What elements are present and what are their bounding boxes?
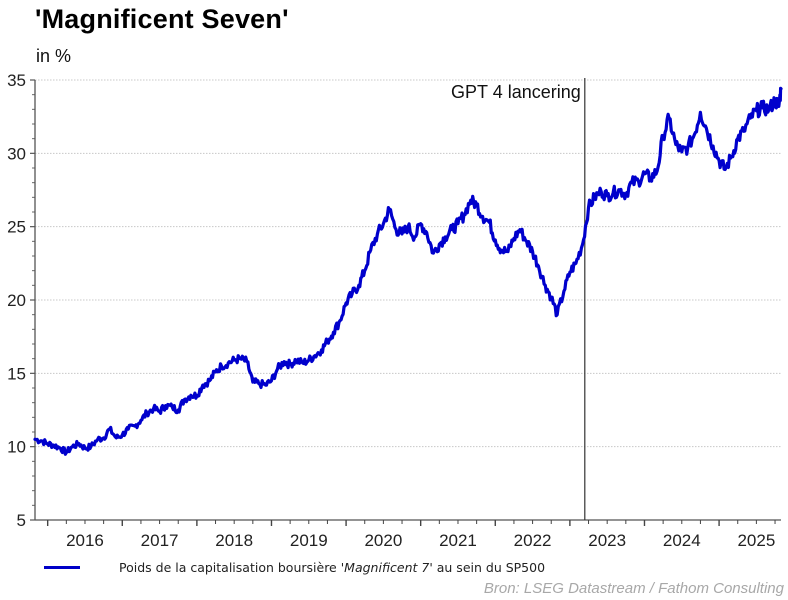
y-tick-label: 30	[7, 144, 26, 163]
x-tick-label: 2023	[588, 531, 626, 550]
legend-label: Poids de la capitalisation boursière 'Ma…	[119, 560, 545, 575]
series-layer	[33, 86, 783, 456]
y-axis: 5 10 15 20 25 30 35	[7, 71, 36, 530]
y-tick-label: 35	[7, 71, 26, 90]
event-marker: GPT 4 lancering	[451, 78, 586, 520]
legend-label-suffix: au sein du SP500	[432, 560, 546, 575]
x-axis: 2016 2017 2018 2019 2020 2021 2022 2023 2024 2025	[35, 519, 781, 550]
source-credit: Bron: LSEG Datastream / Fathom Consultin…	[483, 580, 784, 597]
x-tick-label: 2018	[215, 531, 253, 550]
x-tick-label: 2019	[290, 531, 328, 550]
x-tick-label: 2016	[66, 531, 104, 550]
x-tick-label: 2017	[141, 531, 179, 550]
y-tick-label: 10	[7, 438, 26, 457]
y-tick-label: 25	[7, 218, 26, 237]
x-tick-label: 2022	[514, 531, 552, 550]
series-line-magnificent-7	[33, 86, 783, 456]
x-tick-label: 2024	[663, 531, 701, 550]
legend-swatch	[44, 566, 80, 569]
grid-lines	[35, 79, 781, 448]
x-tick-label: 2025	[737, 531, 775, 550]
y-tick-label: 20	[7, 291, 26, 310]
legend-label-italic: 'Magnificent 7'	[340, 560, 433, 575]
legend-label-prefix: Poids de la capitalisation boursière	[119, 560, 341, 575]
y-tick-label: 5	[17, 511, 26, 530]
x-tick-label: 2020	[364, 531, 402, 550]
x-tick-label: 2021	[439, 531, 477, 550]
y-tick-label: 15	[7, 364, 26, 383]
chart-title: 'Magnificent Seven'	[35, 4, 289, 34]
gpt4-event-label: GPT 4 lancering	[451, 82, 581, 102]
y-unit-label: in %	[36, 46, 72, 66]
